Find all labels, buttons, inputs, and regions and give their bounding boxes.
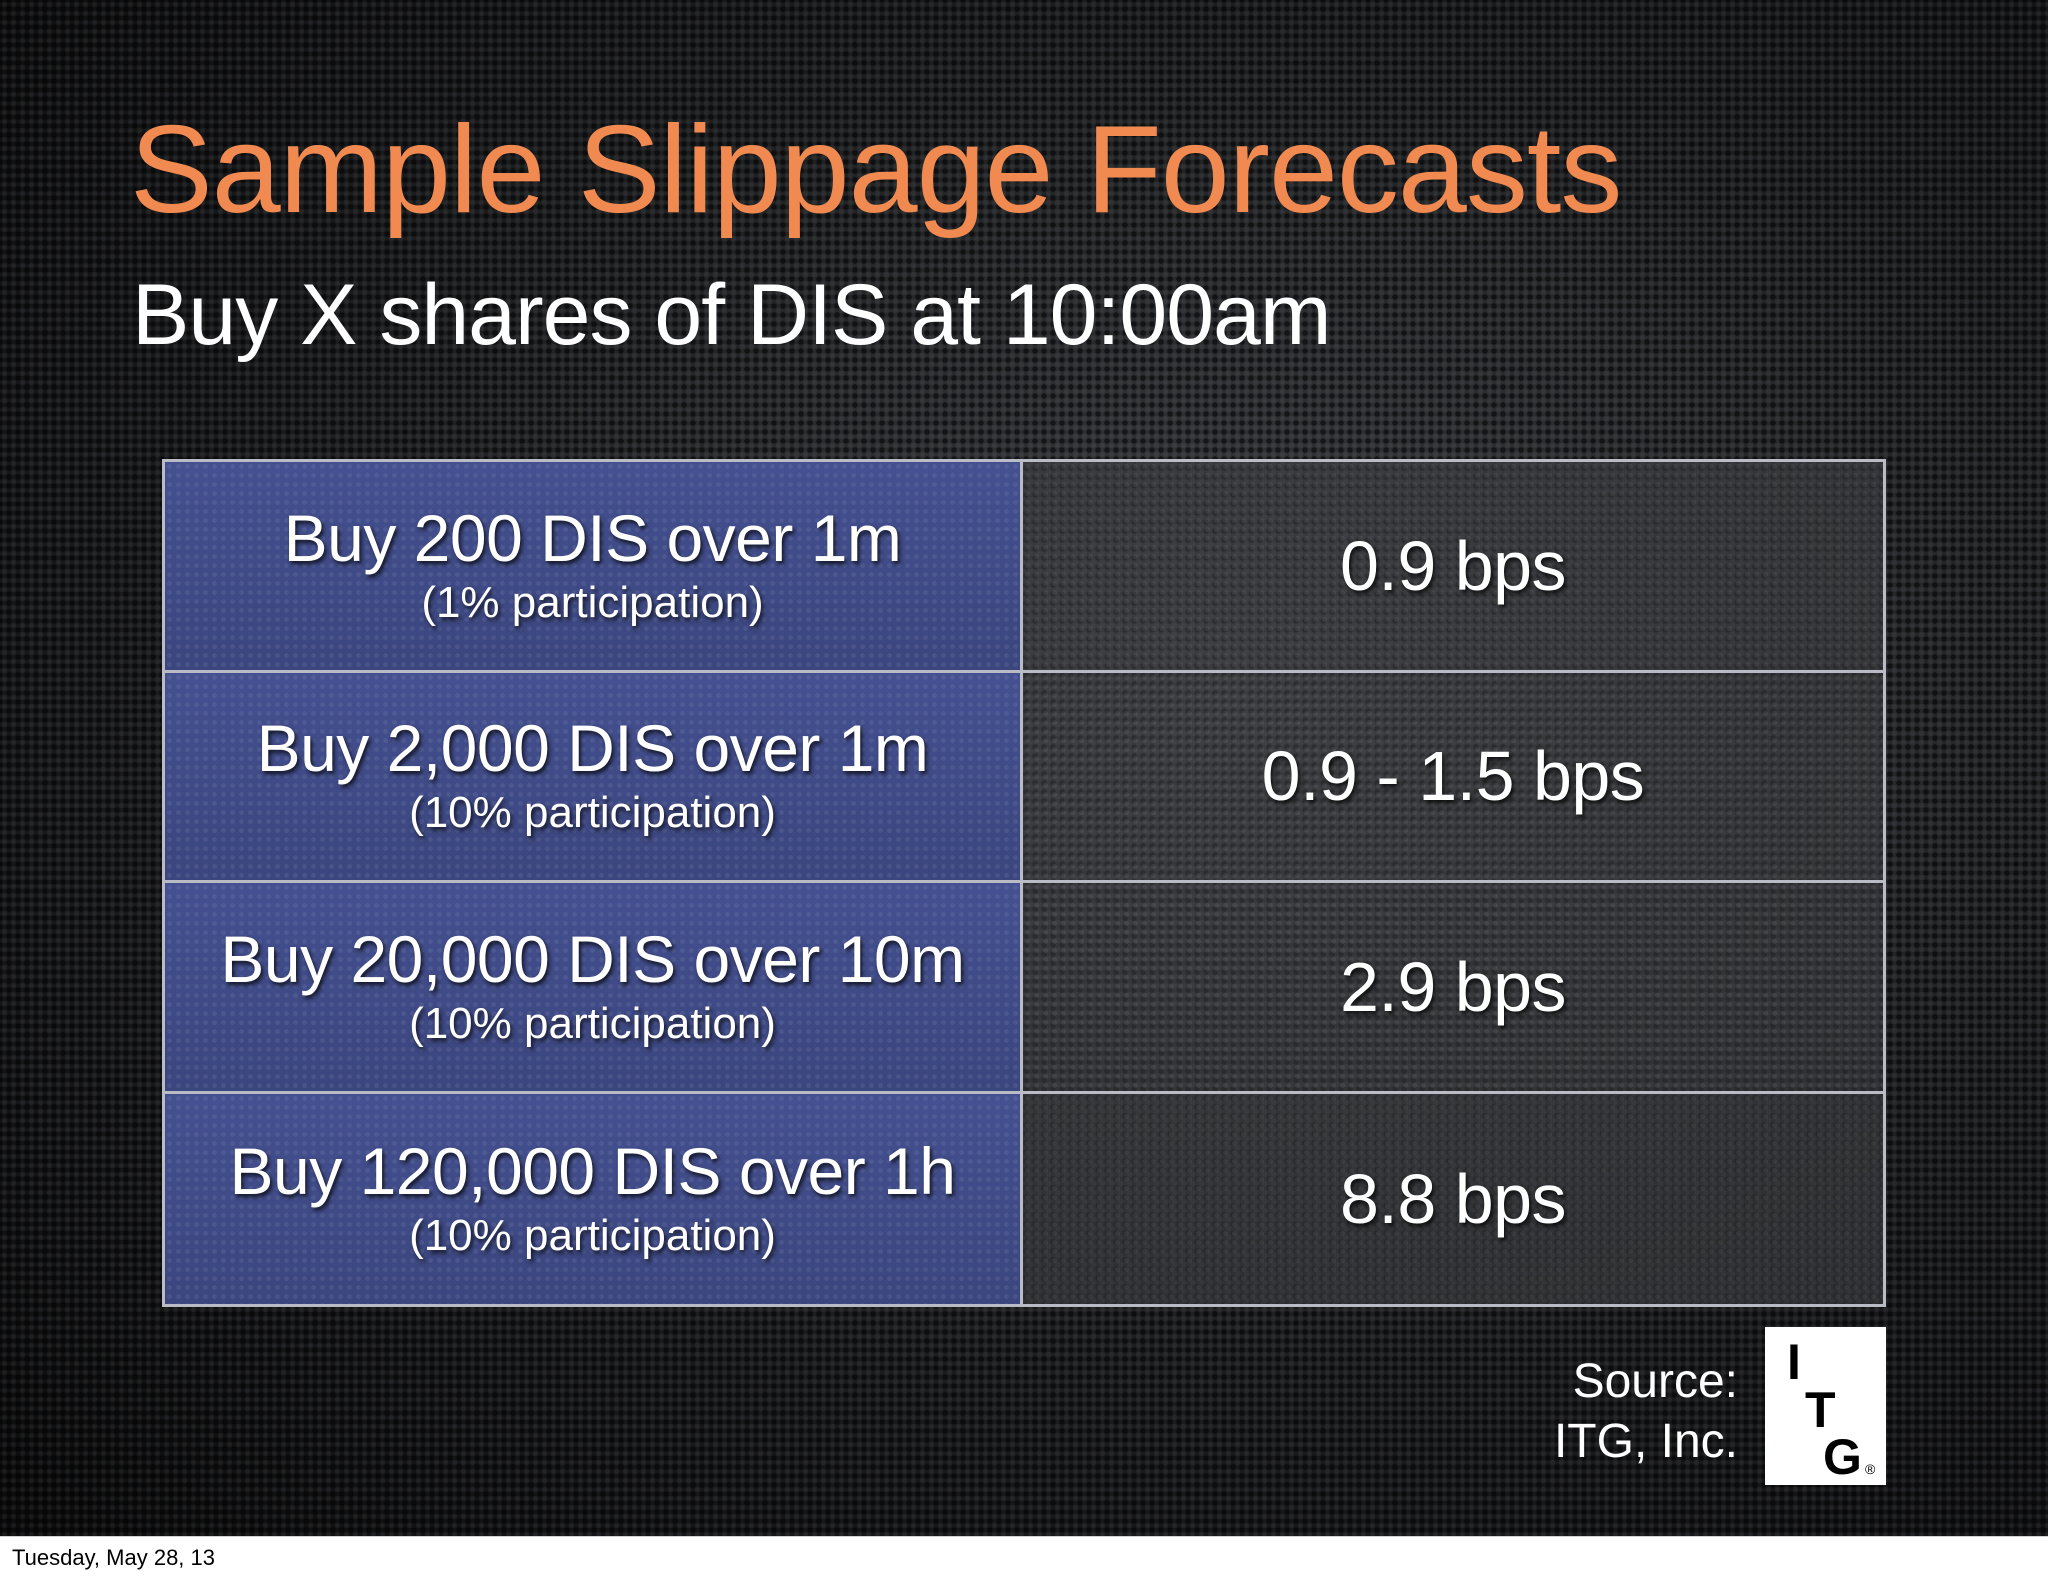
logo-letter-t: T xyxy=(1805,1382,1836,1438)
slippage-cell-1: 0.9 bps xyxy=(1023,462,1883,673)
slippage-cell-4: 8.8 bps xyxy=(1023,1093,1883,1304)
source-company: ITG, Inc. xyxy=(1553,1415,1738,1468)
slippage-cell-3: 2.9 bps xyxy=(1023,883,1883,1094)
slippage-value: 0.9 bps xyxy=(1339,526,1567,605)
itg-logo-mark: I T G ® xyxy=(1787,1334,1876,1485)
order-text: Buy 2,000 DIS over 1m xyxy=(256,711,929,786)
forecast-table: Buy 200 DIS over 1m (1% participation) 0… xyxy=(162,459,1886,1307)
slide: Sample Slippage Forecasts Buy X shares o… xyxy=(0,0,2048,1536)
slippage-cell-2: 0.9 - 1.5 bps xyxy=(1023,672,1883,883)
order-cell-4: Buy 120,000 DIS over 1h (10% participati… xyxy=(165,1093,1023,1304)
source-label: Source: xyxy=(1572,1355,1738,1408)
registered-mark: ® xyxy=(1865,1461,1876,1477)
slippage-value: 2.9 bps xyxy=(1339,947,1567,1026)
participation-text: (1% participation) xyxy=(421,577,764,627)
participation-text: (10% participation) xyxy=(409,998,776,1048)
footer-date: Tuesday, May 28, 13 xyxy=(12,1545,215,1570)
participation-text: (10% participation) xyxy=(409,1210,776,1260)
order-text: Buy 20,000 DIS over 10m xyxy=(220,921,965,996)
slippage-value: 8.8 bps xyxy=(1339,1159,1567,1238)
slide-title: Sample Slippage Forecasts xyxy=(130,101,1622,239)
order-cell-3: Buy 20,000 DIS over 10m (10% participati… xyxy=(165,883,1023,1094)
slippage-value: 0.9 - 1.5 bps xyxy=(1261,737,1645,816)
order-cell-1: Buy 200 DIS over 1m (1% participation) xyxy=(165,462,1023,673)
order-text: Buy 120,000 DIS over 1h xyxy=(229,1133,956,1208)
slide-subtitle: Buy X shares of DIS at 10:00am xyxy=(132,267,1332,363)
itg-logo: I T G ® xyxy=(1765,1327,1886,1485)
logo-letter-i: I xyxy=(1787,1334,1801,1390)
source-note: Source: ITG, Inc. xyxy=(1554,1352,1738,1472)
order-cell-2: Buy 2,000 DIS over 1m (10% participation… xyxy=(165,672,1023,883)
logo-letter-g: G xyxy=(1823,1429,1862,1485)
participation-text: (10% participation) xyxy=(409,788,776,838)
order-text: Buy 200 DIS over 1m xyxy=(283,500,902,575)
footer-bar: Tuesday, May 28, 13 xyxy=(0,1536,2048,1576)
